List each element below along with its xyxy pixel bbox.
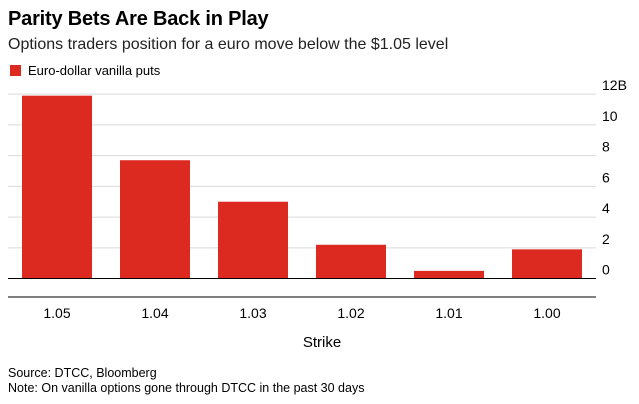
bar: [414, 270, 484, 279]
y-tick-label: 2: [602, 231, 610, 247]
source-note: Source: DTCC, Bloomberg: [8, 366, 157, 380]
x-tick-label: 1.03: [239, 305, 266, 321]
legend-swatch: [10, 65, 21, 76]
legend: Euro-dollar vanilla puts: [10, 63, 160, 78]
y-tick-label: 12B: [602, 77, 627, 93]
y-tick-label: 10: [602, 108, 618, 124]
y-tick-label: 0: [602, 262, 610, 278]
x-tick-label: 1.02: [337, 305, 364, 321]
x-tick-label: 1.00: [533, 305, 560, 321]
x-tick-label: 1.01: [435, 305, 462, 321]
legend-label: Euro-dollar vanilla puts: [28, 63, 161, 78]
bar: [120, 160, 190, 279]
x-axis-label: Strike: [303, 334, 341, 351]
bar: [316, 244, 386, 279]
y-tick-label: 8: [602, 139, 610, 155]
bar-chart: 12B 10 8 6 4 2 0 1.05 1.04 1.03 1.02 1.01 1.00 Strike: [8, 77, 627, 351]
bar: [218, 201, 288, 279]
bar: [512, 249, 582, 279]
bar: [22, 95, 92, 279]
footnote: Note: On vanilla options gone through DT…: [8, 381, 365, 395]
x-tick-label: 1.05: [43, 305, 70, 321]
y-tick-label: 4: [602, 200, 610, 216]
chart-title: Parity Bets Are Back in Play: [8, 8, 269, 30]
x-tick-label: 1.04: [141, 305, 168, 321]
chart-subtitle: Options traders position for a euro move…: [8, 36, 449, 53]
y-tick-label: 6: [602, 169, 610, 185]
